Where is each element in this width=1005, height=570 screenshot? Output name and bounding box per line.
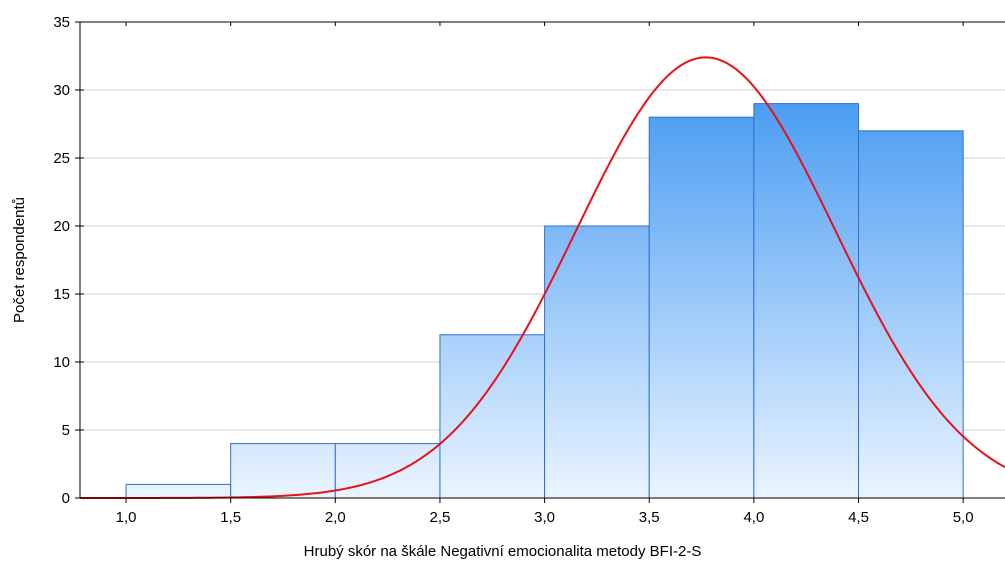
x-tick-label-5: 3,5 xyxy=(639,509,660,526)
y-tick-label-35: 35 xyxy=(53,14,70,31)
y-axis-title: Počet respondentů xyxy=(11,197,28,323)
histogram-bar-6 xyxy=(648,116,755,499)
x-tick-label-1: 1,5 xyxy=(220,509,241,526)
axes xyxy=(75,21,1005,503)
normal-curve xyxy=(80,56,1005,499)
histogram-bar-4 xyxy=(439,334,546,499)
histogram-bar-1 xyxy=(125,483,232,499)
tick-labels: 0 5 10 15 20 25 30 35 1,0 1,5 2,0 2,5 3,0 3,5 4,0 4,5 5,… xyxy=(53,14,973,526)
histogram-bar-7 xyxy=(753,103,860,499)
histogram-bar-3 xyxy=(334,443,441,499)
x-tick-label-2: 2,0 xyxy=(325,509,346,526)
y-tick-label-10: 10 xyxy=(53,354,70,371)
x-axis-title: Hrubý skór na škále Negativní emocionali… xyxy=(304,543,702,560)
histogram-bar-2 xyxy=(230,443,336,499)
x-tick-label-8: 5,0 xyxy=(953,509,974,526)
x-tick-label-6: 4,0 xyxy=(743,509,764,526)
x-tick-label-3: 2,5 xyxy=(430,509,451,526)
y-tick-label-0: 0 xyxy=(62,490,70,507)
y-tick-label-25: 25 xyxy=(53,150,70,167)
x-tick-label-4: 3,0 xyxy=(534,509,555,526)
x-tick-label-0: 1,0 xyxy=(116,509,137,526)
histogram-bar-5 xyxy=(544,225,650,499)
y-tick-label-30: 30 xyxy=(53,82,70,99)
y-tick-label-5: 5 xyxy=(62,422,70,439)
y-tick-label-20: 20 xyxy=(53,218,70,235)
normal-curve-layer xyxy=(80,56,1005,499)
x-tick-label-7: 4,5 xyxy=(848,509,869,526)
y-tick-label-15: 15 xyxy=(53,286,70,303)
histogram-bar-8 xyxy=(858,130,964,499)
histogram-bars xyxy=(125,103,964,499)
